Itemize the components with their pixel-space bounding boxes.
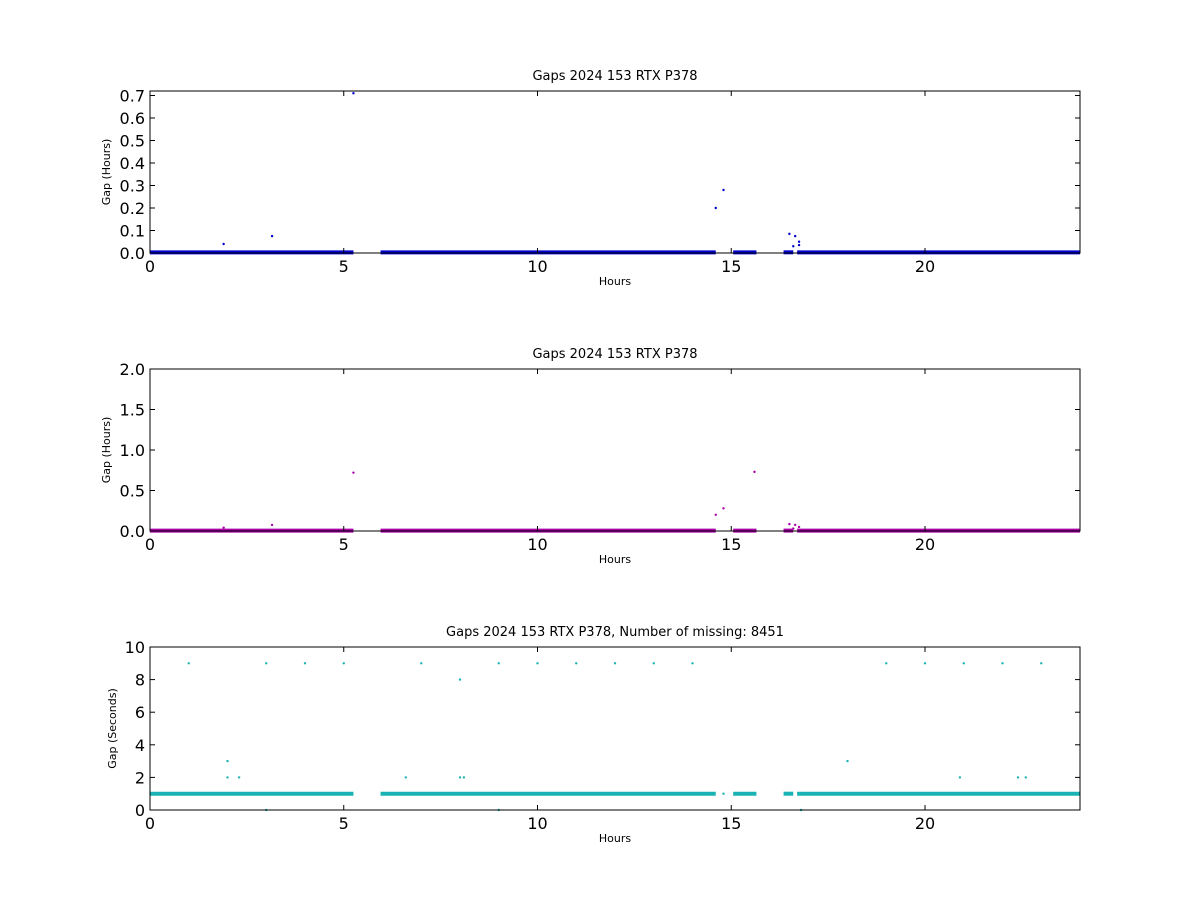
x-tick-label: 0 bbox=[145, 257, 155, 276]
x-tick-label: 5 bbox=[339, 257, 349, 276]
data-point bbox=[226, 759, 229, 763]
chart-title: Gaps 2024 153 RTX P378 bbox=[532, 347, 697, 362]
data-point bbox=[222, 526, 225, 529]
x-tick-label: 5 bbox=[339, 814, 349, 833]
y-axis-label: Gap (Hours) bbox=[100, 139, 113, 206]
y-tick-label: 0.6 bbox=[120, 109, 145, 128]
data-point bbox=[797, 243, 801, 247]
data-point bbox=[722, 507, 725, 510]
x-axis-label: Hours bbox=[599, 275, 631, 288]
data-point bbox=[270, 523, 274, 527]
y-tick-label: 0.1 bbox=[120, 222, 145, 241]
data-point bbox=[714, 513, 717, 516]
x-tick-label: 15 bbox=[721, 814, 741, 833]
data-point bbox=[797, 525, 801, 529]
data-point bbox=[536, 662, 539, 665]
x-axis-label: Hours bbox=[599, 832, 631, 845]
x-tick-label: 0 bbox=[145, 814, 155, 833]
axes-frame bbox=[149, 90, 1081, 254]
data-point bbox=[404, 776, 407, 779]
data-point bbox=[797, 240, 801, 243]
y-tick-label: 0.5 bbox=[120, 132, 145, 151]
data-point bbox=[458, 678, 462, 681]
data-point bbox=[265, 662, 268, 665]
x-tick-label: 20 bbox=[915, 535, 935, 554]
data-point bbox=[652, 662, 655, 665]
chart-title: Gaps 2024 153 RTX P378 bbox=[532, 69, 697, 84]
data-point bbox=[342, 662, 345, 665]
y-tick-label: 1.0 bbox=[120, 441, 145, 460]
data-point bbox=[270, 234, 274, 238]
x-tick-label: 0 bbox=[145, 535, 155, 554]
y-tick-label: 0 bbox=[135, 801, 145, 820]
y-tick-label: 10 bbox=[125, 638, 145, 657]
data-point bbox=[613, 662, 617, 665]
y-tick-label: 0.0 bbox=[120, 244, 145, 263]
data-point bbox=[962, 662, 965, 665]
chart-panel-3: 0 5 10 15 20 0 2 4 6 8 10 Gaps 2024 153 RTX P378, N… bbox=[106, 625, 1081, 845]
y-tick-label: 0.3 bbox=[120, 177, 145, 196]
y-tick-label: 0.2 bbox=[120, 199, 145, 218]
y-tick-label: 2.0 bbox=[120, 360, 145, 379]
data-point bbox=[793, 234, 797, 238]
data-point bbox=[792, 527, 795, 530]
data-point bbox=[226, 776, 229, 779]
data-point bbox=[420, 662, 423, 665]
y-tick-label: 1.5 bbox=[120, 401, 145, 420]
data-point bbox=[237, 776, 241, 779]
y-tick-label: 0.5 bbox=[120, 482, 145, 501]
data-point bbox=[187, 662, 190, 665]
x-tick-label: 15 bbox=[721, 257, 741, 276]
data-point bbox=[722, 792, 725, 795]
x-tick-label: 10 bbox=[527, 257, 547, 276]
data-point bbox=[753, 470, 756, 474]
y-tick-label: 2 bbox=[135, 768, 145, 787]
y-tick-label: 6 bbox=[135, 703, 145, 722]
data-point bbox=[691, 662, 694, 665]
data-point bbox=[792, 245, 795, 248]
y-tick-label: 8 bbox=[135, 671, 145, 690]
chart-title: Gaps 2024 153 RTX P378, Number of missin… bbox=[446, 625, 784, 640]
x-tick-label: 15 bbox=[721, 535, 741, 554]
axes-frame bbox=[149, 646, 1081, 811]
y-tick-label: 0.7 bbox=[120, 87, 145, 106]
data-point bbox=[575, 662, 578, 665]
y-tick-label: 4 bbox=[135, 736, 145, 755]
data-point bbox=[1024, 776, 1027, 779]
data-point bbox=[788, 232, 791, 236]
data-point bbox=[846, 759, 849, 763]
axes-frame bbox=[149, 368, 1081, 532]
data-point bbox=[222, 242, 225, 246]
data-point bbox=[352, 92, 355, 95]
x-tick-label: 20 bbox=[915, 814, 935, 833]
x-tick-label: 5 bbox=[339, 535, 349, 554]
data-point bbox=[1016, 776, 1020, 779]
data-point bbox=[352, 471, 355, 474]
data-point bbox=[1001, 662, 1004, 665]
data-point bbox=[497, 662, 500, 665]
data-point bbox=[958, 776, 962, 779]
data-point bbox=[1040, 662, 1043, 665]
data-point bbox=[722, 188, 725, 192]
data-point bbox=[923, 662, 927, 665]
data-point bbox=[793, 523, 797, 527]
x-tick-label: 10 bbox=[527, 535, 547, 554]
x-tick-label: 10 bbox=[527, 814, 547, 833]
data-point bbox=[458, 776, 462, 779]
data-point bbox=[788, 522, 791, 526]
chart-panel-1: 0 5 10 15 20 0.0 0.1 0.2 0.3 0.4 0.5 0.6 0.7 Gaps 202… bbox=[100, 69, 1081, 288]
y-tick-label: 0.0 bbox=[120, 522, 145, 541]
data-point bbox=[885, 662, 888, 665]
y-axis-label: Gap (Hours) bbox=[100, 417, 113, 484]
x-tick-label: 20 bbox=[915, 257, 935, 276]
data-point bbox=[462, 776, 466, 779]
chart-panel-2: 0 5 10 15 20 0.0 0.5 1.0 1.5 2.0 Gaps 2024 153 RTX… bbox=[100, 347, 1081, 566]
data-point bbox=[714, 206, 717, 210]
y-axis-label: Gap (Seconds) bbox=[106, 688, 119, 769]
y-tick-label: 0.4 bbox=[120, 154, 145, 173]
x-axis-label: Hours bbox=[599, 553, 631, 566]
data-point bbox=[303, 662, 307, 665]
